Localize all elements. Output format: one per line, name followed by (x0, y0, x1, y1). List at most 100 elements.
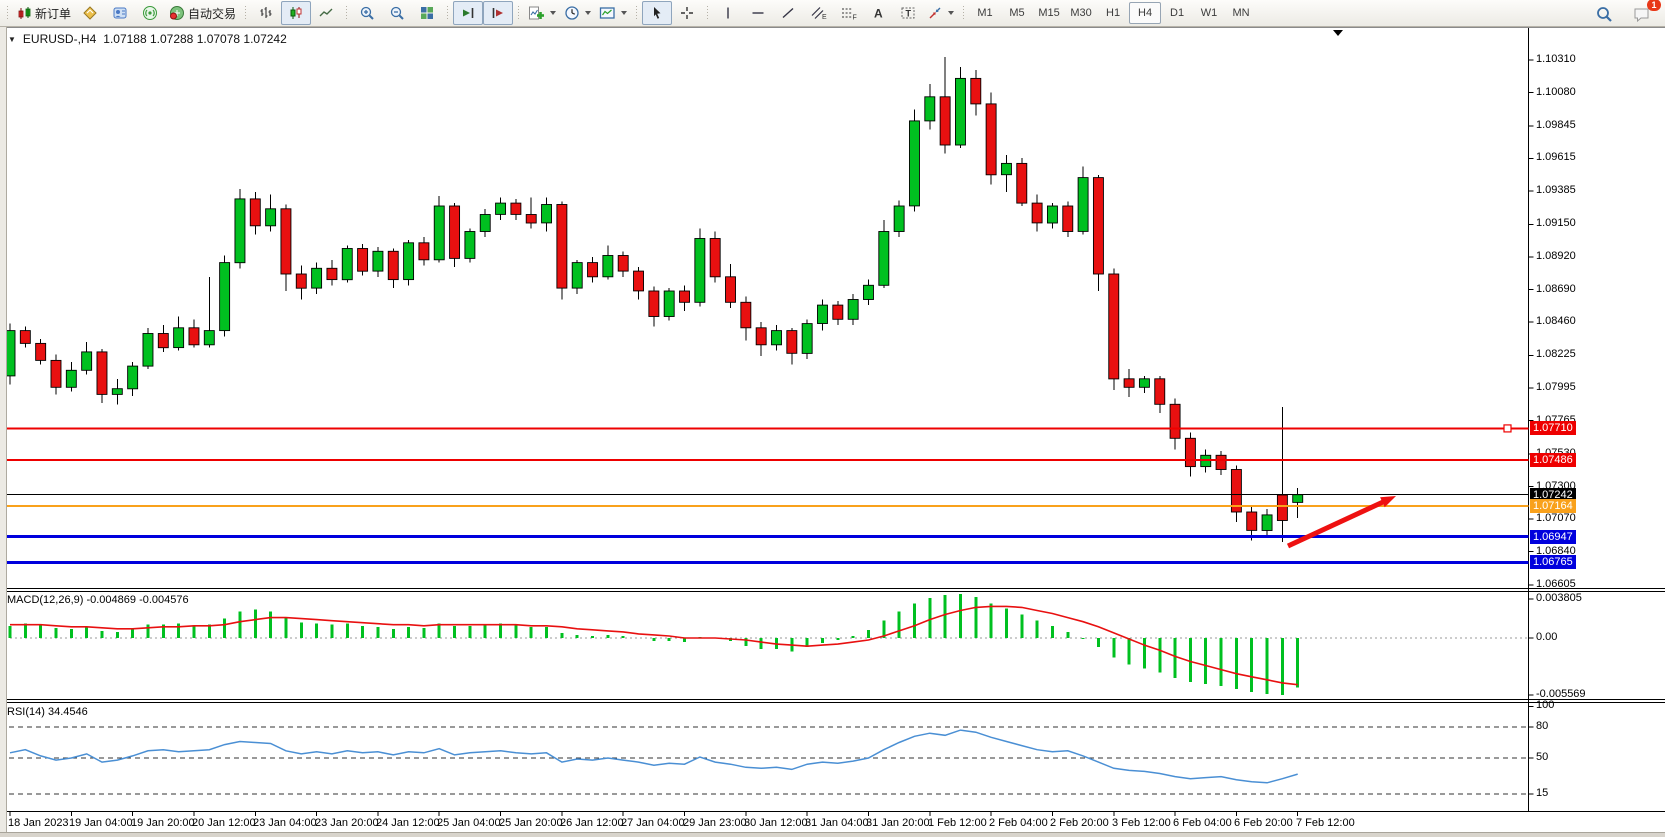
horizontal-line-icon (752, 12, 764, 14)
text-label-tool-button[interactable]: T (893, 1, 923, 25)
candle (1230, 469, 1242, 513)
toolbar-right: 1 (1589, 0, 1661, 26)
chart-shift-marker[interactable] (1333, 30, 1343, 36)
toolbar-grip[interactable] (517, 5, 521, 21)
svg-text:F: F (852, 15, 856, 22)
candle (725, 276, 736, 303)
candle (771, 330, 782, 346)
candle (1169, 403, 1181, 439)
candle (740, 301, 752, 329)
candlesticks (4, 57, 1304, 542)
candle (403, 242, 415, 281)
candle (341, 248, 353, 281)
candle (1276, 494, 1288, 521)
zoom-out-button[interactable] (382, 1, 412, 25)
tab-timeframe-h1[interactable]: H1 (1106, 7, 1121, 19)
candle (326, 267, 338, 281)
candle (479, 214, 491, 232)
line-drag-handle[interactable] (1503, 424, 1512, 433)
autotrading-button[interactable]: 自动交易 (165, 1, 240, 25)
trendline-tool-button[interactable] (773, 1, 803, 25)
market-watch-button[interactable] (75, 1, 105, 25)
candle (157, 333, 169, 349)
tab-timeframe-h4[interactable]: H4 (1129, 2, 1162, 24)
candlestick-mode-button[interactable] (281, 1, 312, 25)
collapse-ohlc-icon[interactable]: ▼ (8, 34, 16, 44)
svg-text:E: E (822, 14, 827, 21)
templates-button[interactable] (595, 1, 631, 25)
tab-timeframe-d1[interactable]: D1 (1170, 7, 1185, 19)
candle (433, 205, 445, 261)
tab-timeframe-m5[interactable]: M5 (1009, 7, 1025, 19)
candle (1016, 162, 1028, 204)
cursor-tool-button[interactable] (642, 1, 673, 25)
crosshair-tool-button[interactable] (672, 1, 702, 25)
toolbar-grip[interactable] (446, 5, 450, 21)
auto-scroll-button[interactable] (453, 1, 484, 25)
new-order-button[interactable]: 新订单 (13, 1, 75, 25)
tab-timeframe-m1[interactable]: M1 (977, 7, 993, 19)
template-icon (599, 7, 615, 19)
notifications-button[interactable]: 1 (1627, 0, 1661, 26)
candle (1138, 378, 1150, 388)
fibonacci-icon: F (841, 8, 856, 22)
search-button[interactable] (1589, 2, 1619, 26)
tab-timeframe-m15[interactable]: M15 (1038, 7, 1060, 19)
clock-icon (565, 6, 579, 20)
candle (648, 290, 660, 317)
rsi-indicator-label: RSI(14) 34.4546 (7, 706, 88, 718)
autotrading-icon (170, 6, 185, 20)
signals-button[interactable] (135, 1, 165, 25)
candle (541, 204, 552, 224)
toolbar-grip[interactable] (345, 5, 349, 21)
tab-timeframe-mn[interactable]: MN (1232, 7, 1250, 19)
svg-text:T: T (905, 9, 911, 19)
candle (111, 388, 123, 395)
text-tool-button[interactable]: A (863, 1, 893, 25)
candle (1108, 273, 1120, 380)
toolbar-grip[interactable] (6, 5, 9, 21)
toolbar-grip[interactable] (635, 5, 639, 21)
fibonacci-tool-button[interactable]: F (833, 1, 863, 25)
candle (127, 365, 139, 390)
chart-symbol-period: EURUSD-,H4 (22, 32, 97, 46)
candle (970, 77, 982, 105)
candle (35, 342, 47, 361)
chart-shift-button[interactable] (483, 1, 514, 25)
new-order-label: 新订单 (35, 6, 72, 21)
line-chart-mode-button[interactable] (311, 1, 341, 25)
bar-chart-icon (260, 7, 272, 18)
tab-timeframe-m30[interactable]: M30 (1070, 7, 1092, 19)
candle (1046, 205, 1058, 224)
data-window-button[interactable] (105, 1, 135, 25)
arrow-annotation-head[interactable] (1380, 496, 1396, 508)
window-left-edge (0, 27, 7, 832)
candle (65, 369, 77, 388)
tile-windows-button[interactable] (412, 1, 442, 25)
vertical-line-tool-button[interactable] (713, 1, 743, 25)
data-window-icon (113, 7, 127, 19)
arrows-tool-button[interactable] (923, 1, 958, 25)
bar-chart-mode-button[interactable] (251, 1, 281, 25)
chart-ohlc-values: 1.07188 1.07288 1.07078 1.07242 (103, 32, 287, 46)
candle (449, 205, 461, 259)
horizontal-line-tool-button[interactable] (743, 1, 773, 25)
periods-button[interactable] (560, 1, 595, 25)
toolbar-grip[interactable] (962, 5, 966, 21)
candle (556, 204, 568, 289)
zoom-in-button[interactable] (352, 1, 382, 25)
arrow-annotation[interactable] (1286, 499, 1385, 549)
indicators-button[interactable] (524, 1, 560, 25)
channel-tool-button[interactable]: E (803, 1, 833, 25)
cursor-icon (654, 7, 661, 19)
candle (234, 198, 246, 264)
candle (587, 262, 598, 278)
tab-timeframe-w1[interactable]: W1 (1200, 7, 1218, 19)
candle (924, 96, 936, 122)
chart-shift-icon (492, 8, 504, 18)
toolbar-grip[interactable] (706, 5, 710, 21)
chart-title: ▼ EURUSD-,H4 1.07188 1.07288 1.07078 1.0… (8, 32, 287, 46)
candle (1123, 378, 1135, 388)
toolbar-grip[interactable] (244, 5, 248, 21)
